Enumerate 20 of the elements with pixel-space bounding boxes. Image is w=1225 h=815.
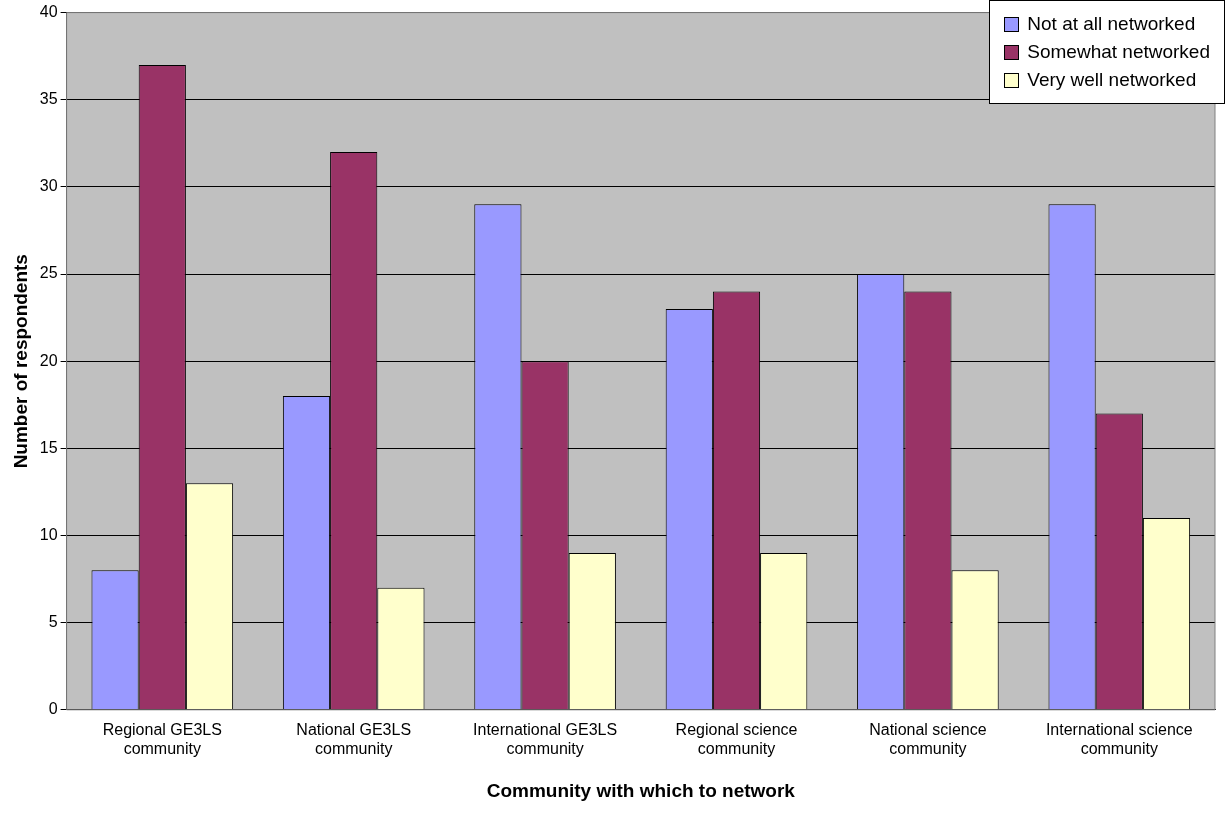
y-tick-label: 35 [39,90,58,108]
y-tick-label: 30 [39,177,58,195]
y-tick-label: 0 [48,700,58,718]
x-tick-label: International GE3LS community [473,720,618,758]
x-tick-label: National GE3LS community [296,720,412,758]
y-tick-label: 20 [39,351,58,369]
legend-label: Not at all networked [1027,13,1196,35]
y-tick-label: 5 [48,613,58,631]
y-tick-label: 40 [39,3,58,21]
y-tick-label: 10 [39,525,58,543]
y-axis-title: Number of respondents [9,254,31,469]
x-axis-title: Community with which to network [486,779,796,801]
x-tick-label: National science community [869,720,987,758]
x-tick-label: International science community [1045,720,1193,758]
y-tick-label: 15 [39,438,58,456]
legend-label: Very well networked [1027,69,1197,91]
legend-label: Somewhat networked [1027,41,1210,63]
x-tick-label: Regional science community [675,720,798,758]
y-tick-label: 25 [39,264,58,282]
x-tick-label: Regional GE3LS community [102,720,222,758]
